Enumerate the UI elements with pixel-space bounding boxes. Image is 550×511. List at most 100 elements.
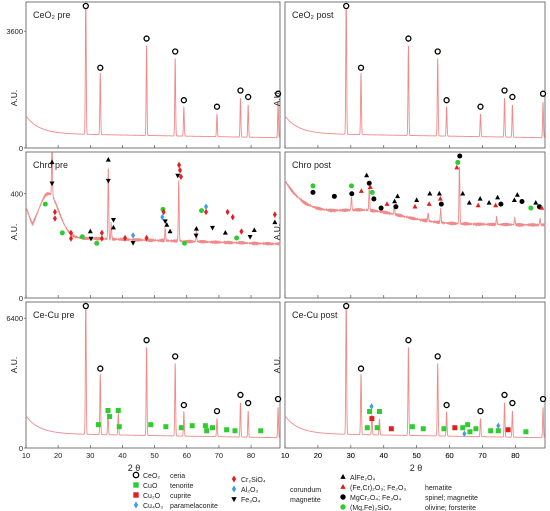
- phase-marker: [310, 189, 316, 195]
- phase-marker: [204, 208, 209, 216]
- x-tick-label: 20: [54, 451, 62, 460]
- legend-mineral-name: olivine; forsterite: [425, 505, 476, 511]
- phase-marker: [395, 193, 401, 199]
- xrd-trace: [25, 2, 280, 139]
- phase-marker: [175, 173, 181, 179]
- legend-item: Cu₂O cuprite: [133, 492, 191, 500]
- x-tick-label: 70: [478, 451, 486, 460]
- phase-marker: [493, 202, 499, 208]
- phase-marker: [178, 425, 184, 431]
- x-tick-label: 10: [281, 451, 289, 460]
- phase-marker: [232, 428, 238, 434]
- legend-mineral-name: spinel; magnetite: [425, 495, 478, 502]
- phase-marker: [234, 235, 240, 241]
- phase-marker: [107, 414, 113, 420]
- phase-marker: [94, 240, 100, 246]
- legend-formula: CeO₂: [143, 473, 160, 480]
- phase-marker: [105, 178, 111, 184]
- phase-marker: [539, 205, 545, 210]
- phase-marker: [59, 230, 65, 236]
- phase-marker: [501, 391, 508, 399]
- legend-marker: [231, 475, 237, 483]
- legend-item: Cu₄O₃ paramelaconite: [133, 501, 218, 510]
- phase-marker: [182, 240, 188, 246]
- x-tick-label: 50: [150, 451, 158, 460]
- phase-marker: [99, 235, 104, 242]
- x-tick-label: 60: [183, 451, 191, 460]
- legend-marker: [340, 504, 346, 510]
- phase-marker: [437, 196, 443, 201]
- x-tick-label: 30: [347, 451, 355, 460]
- panel-chro-post: Chro post: [284, 151, 546, 299]
- x-tick-label: 20: [314, 451, 322, 460]
- phase-marker: [348, 183, 354, 189]
- phase-marker: [364, 425, 370, 431]
- y-tick-label: 0: [19, 144, 23, 153]
- phase-marker: [251, 227, 257, 232]
- x-tick-label: 50: [412, 451, 420, 460]
- phase-marker: [274, 395, 282, 403]
- xrd-trace: [284, 166, 546, 228]
- legend-item: Fe₃O₄ magnetite: [231, 497, 321, 504]
- phase-marker: [477, 407, 484, 415]
- legend-mineral-name: paramelaconite: [170, 503, 218, 510]
- x-tick-label: 70: [215, 451, 223, 460]
- phase-marker: [509, 93, 516, 101]
- phase-marker: [462, 430, 467, 438]
- phase-marker: [167, 228, 173, 234]
- phase-marker: [49, 159, 55, 165]
- legend-item: Cr₂SiO₄: [231, 475, 266, 484]
- phase-marker: [460, 425, 466, 431]
- phase-marker: [82, 2, 89, 10]
- phase-marker: [367, 409, 373, 414]
- legend-mineral-name: tenorite: [170, 483, 193, 490]
- panel-label: CeO₂ post: [292, 10, 334, 20]
- legend-marker: [231, 497, 237, 503]
- y-tick-label: 0: [19, 294, 23, 303]
- phase-marker: [452, 425, 458, 431]
- phase-marker: [467, 429, 473, 435]
- phase-marker: [427, 190, 433, 196]
- phase-marker: [374, 425, 380, 431]
- phase-marker: [405, 337, 412, 344]
- phase-marker: [202, 423, 208, 429]
- legend-formula: Fe₃O₄: [241, 497, 260, 504]
- phase-marker: [371, 196, 377, 202]
- phase-marker: [495, 194, 501, 200]
- phase-marker: [434, 353, 441, 360]
- phase-marker: [164, 222, 170, 227]
- phase-marker: [460, 190, 466, 196]
- legend-marker: [133, 492, 139, 498]
- phase-marker: [523, 429, 529, 435]
- y-tick-label: 3600: [6, 27, 23, 36]
- phase-marker: [274, 90, 282, 97]
- phase-marker: [209, 425, 215, 431]
- phase-marker: [245, 399, 252, 407]
- x-tick-label: 40: [118, 451, 126, 460]
- phase-marker: [180, 401, 188, 409]
- x-tick-label: 80: [511, 451, 519, 460]
- phase-marker: [88, 236, 94, 242]
- phase-marker: [369, 403, 374, 410]
- phase-marker: [465, 422, 471, 428]
- phase-marker: [189, 423, 195, 429]
- phase-marker: [539, 90, 547, 97]
- y-tick-label: 6400: [6, 314, 23, 323]
- phase-marker: [225, 208, 230, 216]
- phase-marker: [357, 64, 365, 71]
- phase-marker: [224, 427, 230, 433]
- legend-item: CuO tenorite: [133, 482, 193, 490]
- phase-marker: [457, 153, 463, 159]
- phase-marker: [505, 427, 511, 433]
- x-tick-label: 40: [380, 451, 388, 460]
- phase-marker: [148, 422, 154, 428]
- phase-marker: [349, 191, 355, 197]
- panel-ce-cu-post: Ce-Cu post 10 20 30 40 50 60 70 80: [281, 301, 547, 460]
- y-tick-label: 0: [19, 444, 23, 453]
- phase-marker: [52, 215, 57, 222]
- phase-marker: [331, 193, 337, 199]
- phase-marker: [443, 401, 450, 409]
- phase-marker: [426, 201, 432, 206]
- panel-ceo-post: CeO₂ post: [284, 1, 547, 149]
